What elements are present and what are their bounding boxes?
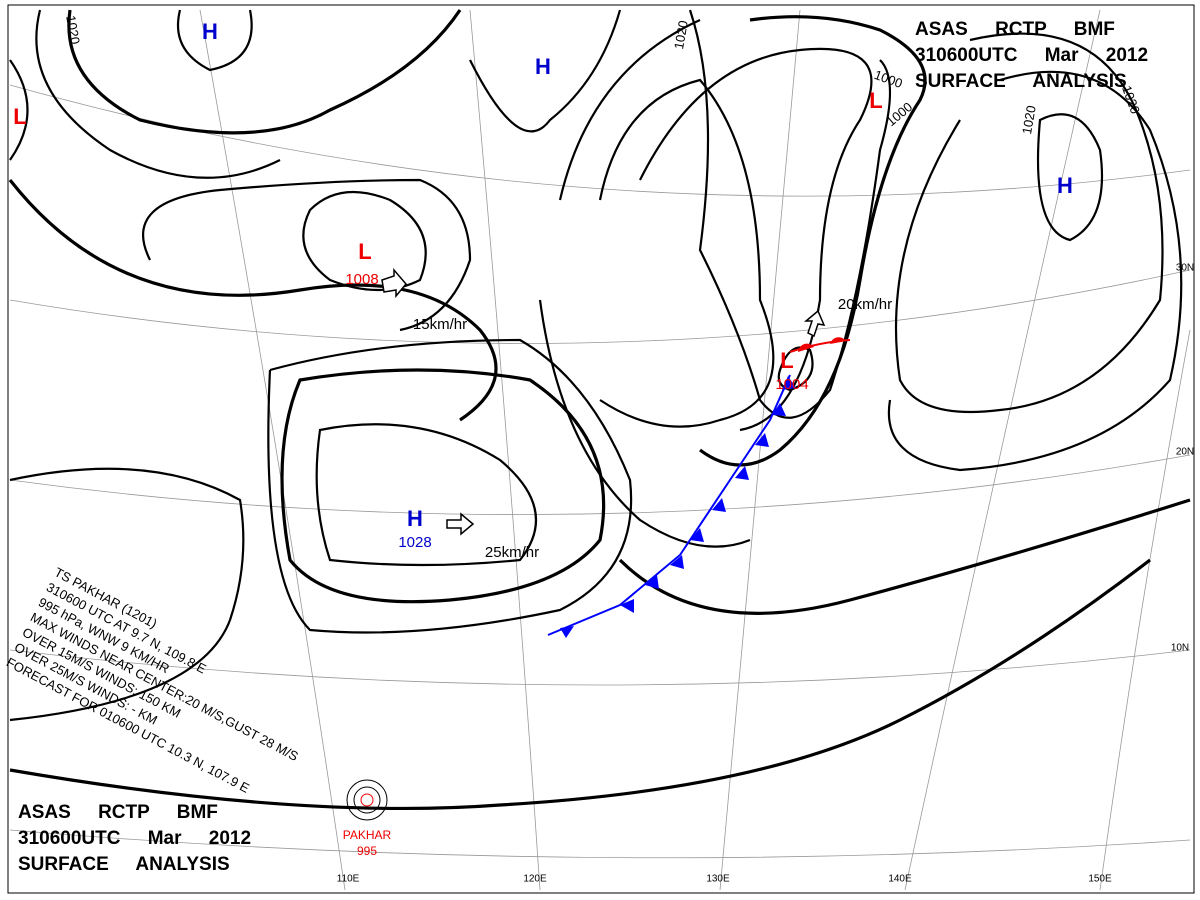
pressure-center: L [358,239,371,264]
latitude-label: 10N [1171,643,1189,654]
latitude-label: 20N [1176,447,1194,458]
map-title: SURFACE ANALYSIS [915,71,1127,92]
longitude-label: 140E [888,874,912,885]
map-title: 310600UTC Mar 2012 [18,828,251,849]
motion-label: 25km/hr [485,544,539,561]
pressure-center: H [407,506,423,531]
map-title: SURFACE ANALYSIS [18,854,230,875]
center-pressure: 1008 [345,271,378,288]
longitude-label: 110E [337,874,360,885]
center-pressure: 1028 [398,534,431,551]
map-title: 310600UTC Mar 2012 [915,45,1148,66]
pressure-center: L [869,88,882,113]
motion-arrows [381,267,826,536]
storm-pressure: 995 [357,844,377,858]
pressure-center: L [13,104,26,129]
pressure-center: L [780,348,793,373]
map-title: ASAS RCTP BMF [915,19,1115,40]
map-frame [7,4,1195,894]
longitude-label: 150E [1088,874,1112,885]
storm-name: PAKHAR [343,828,392,842]
longitude-label: 130E [706,874,730,885]
fronts [547,337,851,638]
typhoon-symbol [346,779,388,821]
motion-label: 15km/hr [413,316,467,333]
isobar-label: 1020 [671,19,691,50]
pressure-center: H [535,54,551,79]
pressure-center: H [1057,173,1073,198]
latitude-label: 30N [1176,263,1194,274]
longitude-label: 120E [523,874,547,885]
center-pressure: 1004 [775,376,808,393]
isobar-label: 1020 [63,14,83,45]
pressure-center: H [202,19,218,44]
isobars [8,9,1191,811]
motion-label: 20km/hr [838,296,892,313]
map-title: ASAS RCTP BMF [18,802,218,823]
isobar-label: 1020 [1019,104,1039,135]
